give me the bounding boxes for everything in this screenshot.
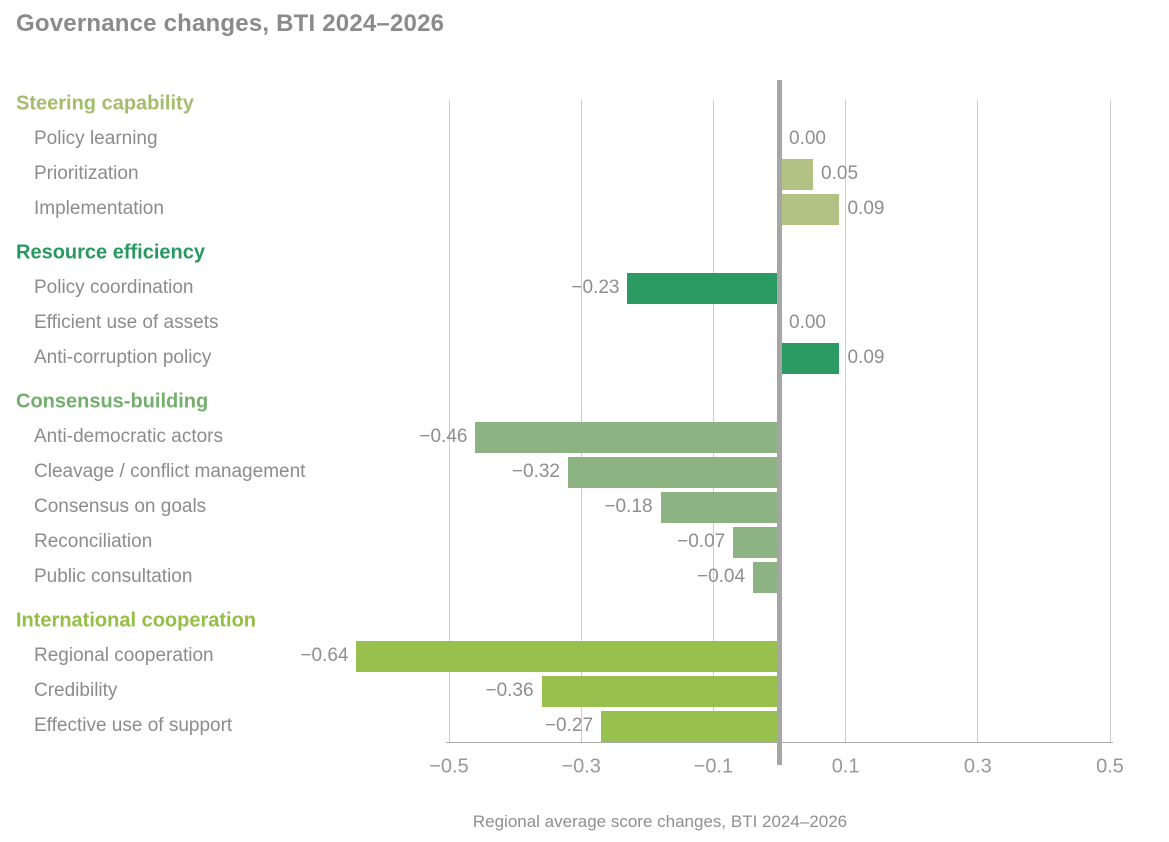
row-label: Anti-democratic actors [34, 426, 224, 447]
row-label: Prioritization [34, 163, 139, 184]
bar [782, 158, 813, 190]
x-tick-label: 0.3 [963, 755, 992, 778]
row-label: Policy learning [34, 128, 158, 149]
bar [660, 491, 777, 523]
category-header: International cooperation [16, 609, 257, 632]
row-label: Efficient use of assets [34, 312, 219, 333]
row-label: Cleavage / conflict management [34, 461, 306, 482]
x-tick-label: −0.5 [429, 755, 469, 778]
row-label: Implementation [34, 198, 164, 219]
gridline [1109, 100, 1111, 742]
value-label: −0.32 [511, 461, 560, 482]
row-label: Credibility [34, 680, 118, 701]
bar [475, 421, 777, 453]
gridline [448, 100, 450, 742]
bar [753, 561, 777, 593]
row-label: Effective use of support [34, 715, 233, 736]
value-label: −0.18 [604, 496, 653, 517]
gridline [580, 100, 582, 742]
row-label: Anti-corruption policy [34, 347, 212, 368]
bar [567, 456, 777, 488]
row-label: Policy coordination [34, 277, 194, 298]
category-header: Steering capability [16, 92, 194, 115]
gridline [845, 100, 847, 742]
category-header: Consensus-building [16, 390, 209, 413]
chart-title: Governance changes, BTI 2024–2026 [16, 10, 445, 37]
row-label: Reconciliation [34, 531, 153, 552]
bar [356, 640, 777, 672]
row-label: Public consultation [34, 566, 193, 587]
value-label: 0.09 [847, 347, 885, 368]
bar [782, 342, 839, 374]
gridline [712, 100, 714, 742]
value-label: −0.46 [419, 426, 468, 447]
x-tick-label: −0.1 [693, 755, 734, 778]
bar [541, 675, 777, 707]
bar [627, 272, 777, 304]
value-label: 0.05 [821, 163, 859, 184]
zero-baseline [777, 80, 782, 765]
bar [782, 193, 839, 225]
bar [733, 526, 777, 558]
value-label: −0.04 [696, 566, 746, 587]
row-label: Regional cooperation [34, 645, 214, 666]
value-label: 0.09 [847, 198, 885, 219]
category-header: Resource efficiency [16, 241, 205, 264]
value-label: 0.00 [789, 128, 826, 149]
x-tick-label: 0.1 [831, 755, 860, 778]
x-tick-label: −0.3 [561, 755, 601, 778]
gridline [977, 100, 979, 742]
value-label: −0.23 [571, 277, 620, 298]
x-axis-title: Regional average score changes, BTI 2024… [472, 812, 848, 831]
value-label: 0.00 [789, 312, 826, 333]
row-label: Consensus on goals [34, 496, 207, 517]
x-tick-label: 0.5 [1096, 755, 1124, 778]
value-label: −0.07 [677, 531, 726, 552]
value-label: −0.64 [300, 645, 349, 666]
value-label: −0.36 [485, 680, 534, 701]
bar [601, 710, 777, 742]
value-label: −0.27 [544, 715, 594, 736]
